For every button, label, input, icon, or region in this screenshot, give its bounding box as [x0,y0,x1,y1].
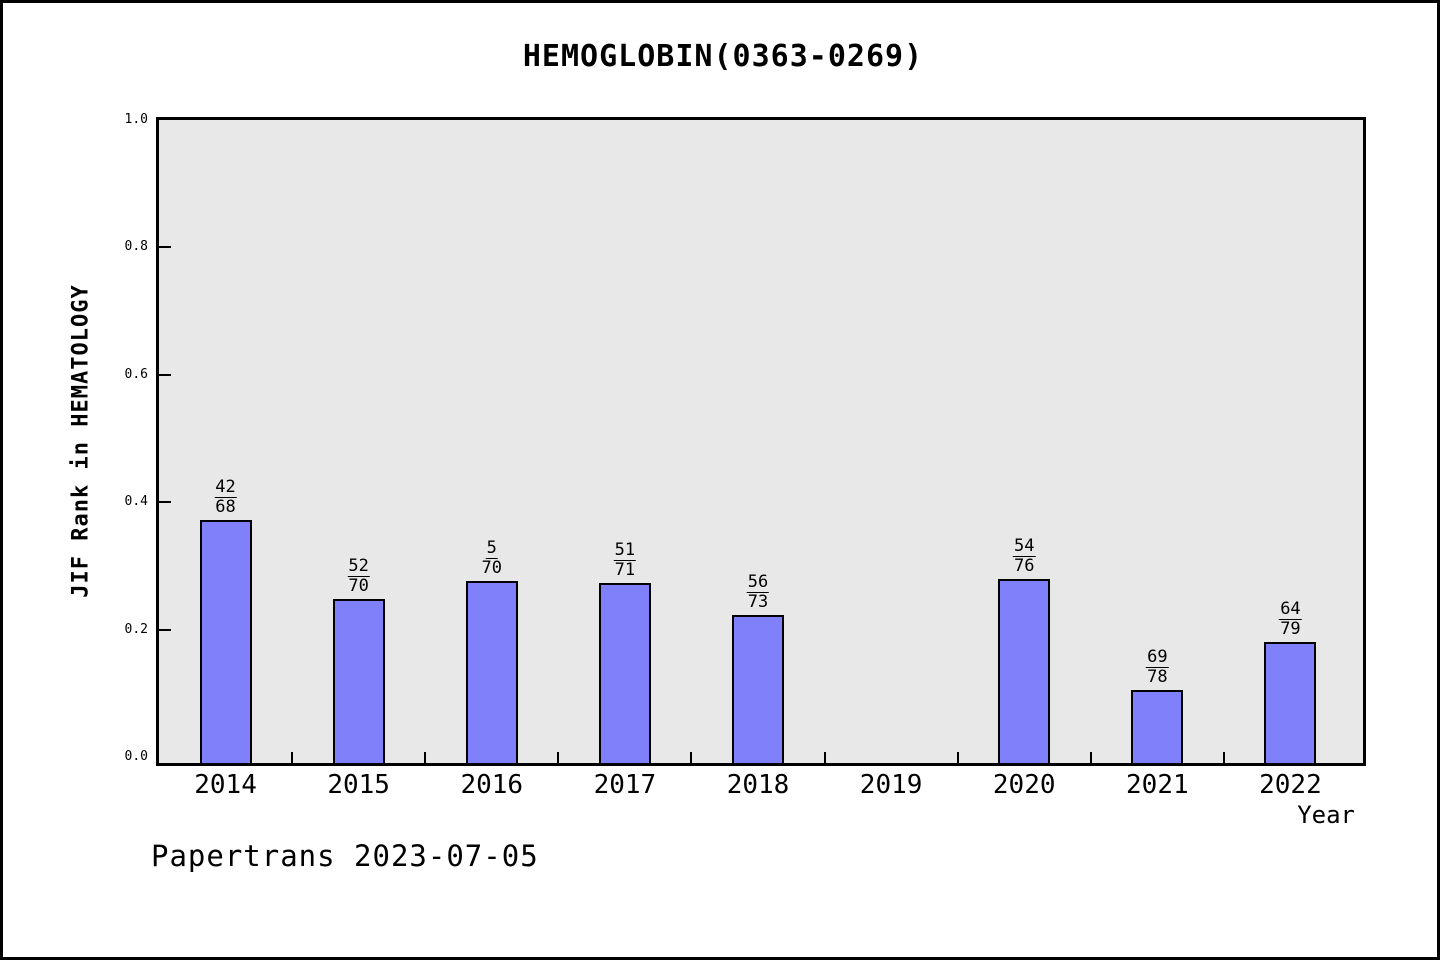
y-tick-mark [159,246,171,249]
bar-label-numerator: 56 [746,571,770,593]
bar-label-denominator: 73 [747,591,769,612]
bar-label-numerator: 69 [1146,646,1169,668]
x-tick-label-2019: 2019 [859,770,923,800]
bar-value-label: 54 76 [1012,535,1036,576]
bar-value-label: 69 78 [1146,646,1169,687]
plot-area: 42 68 52 70 5 70 51 71 56 73 54 76 69 78 64 79 [156,117,1366,766]
y-tick-mark [159,628,171,631]
y-tick-label: 0.8 [124,239,148,255]
y-tick-label: 0.4 [124,494,148,510]
bar-2017 [598,583,651,763]
chart-title: HEMOGLOBIN(0363-0269) [522,39,924,74]
bar-value-label: 51 71 [613,540,637,581]
x-tick-label-2014: 2014 [194,770,257,800]
bar-label-denominator: 78 [1147,666,1168,687]
bar-value-label: 64 79 [1279,598,1302,639]
x-tick-label-2017: 2017 [593,770,657,800]
bar-2018 [732,614,784,763]
bar-value-label: 42 68 [214,476,237,517]
x-tick-mark [1089,752,1092,763]
bar-2021 [1131,689,1184,763]
x-tick-mark [956,752,959,763]
x-tick-label-2021: 2021 [1126,770,1189,800]
x-tick-label-2018: 2018 [726,770,790,800]
bar-label-denominator: 71 [614,560,636,581]
x-tick-mark [823,752,826,763]
bar-value-label: 5 70 [481,537,503,578]
bar-label-numerator: 52 [347,556,370,578]
bar-2015 [332,599,385,763]
bar-2014 [199,519,252,763]
bar-label-denominator: 70 [348,576,369,597]
bar-label-denominator: 79 [1280,618,1301,639]
bar-label-numerator: 5 [485,537,498,559]
x-tick-mark [690,752,693,763]
bar-label-denominator: 70 [481,557,503,578]
bar-value-label: 56 73 [746,571,770,612]
bar-label-numerator: 42 [214,476,237,498]
x-tick-label-2022: 2022 [1259,770,1322,800]
y-tick-label: 0.6 [124,366,148,382]
bar-2020 [998,578,1051,763]
watermark-text: Papertrans 2023-07-05 [151,839,539,873]
bar-2016 [465,580,518,763]
x-tick-label-2016: 2016 [460,770,524,800]
bar-value-label: 52 70 [347,556,370,597]
x-axis-label: Year [1297,801,1355,829]
bar-label-denominator: 68 [215,496,236,517]
y-tick-label: 0.0 [124,749,148,764]
x-tick-label-2015: 2015 [327,770,390,800]
bar-label-denominator: 76 [1013,555,1035,576]
bar-label-numerator: 64 [1279,598,1302,620]
x-tick-mark [1222,752,1225,763]
x-tick-mark [424,752,427,763]
y-tick-label: 1.0 [124,112,148,127]
x-tick-mark [557,752,560,763]
y-tick-label: 0.2 [124,621,148,637]
bar-2022 [1264,641,1317,763]
y-tick-mark [159,501,171,504]
x-tick-label-2020: 2020 [992,770,1056,800]
bar-label-numerator: 51 [613,540,637,562]
x-tick-mark [291,752,294,763]
bar-label-numerator: 54 [1012,535,1036,557]
y-axis-label: JIF Rank in HEMATOLOGY [68,284,94,598]
y-tick-mark [159,373,171,376]
